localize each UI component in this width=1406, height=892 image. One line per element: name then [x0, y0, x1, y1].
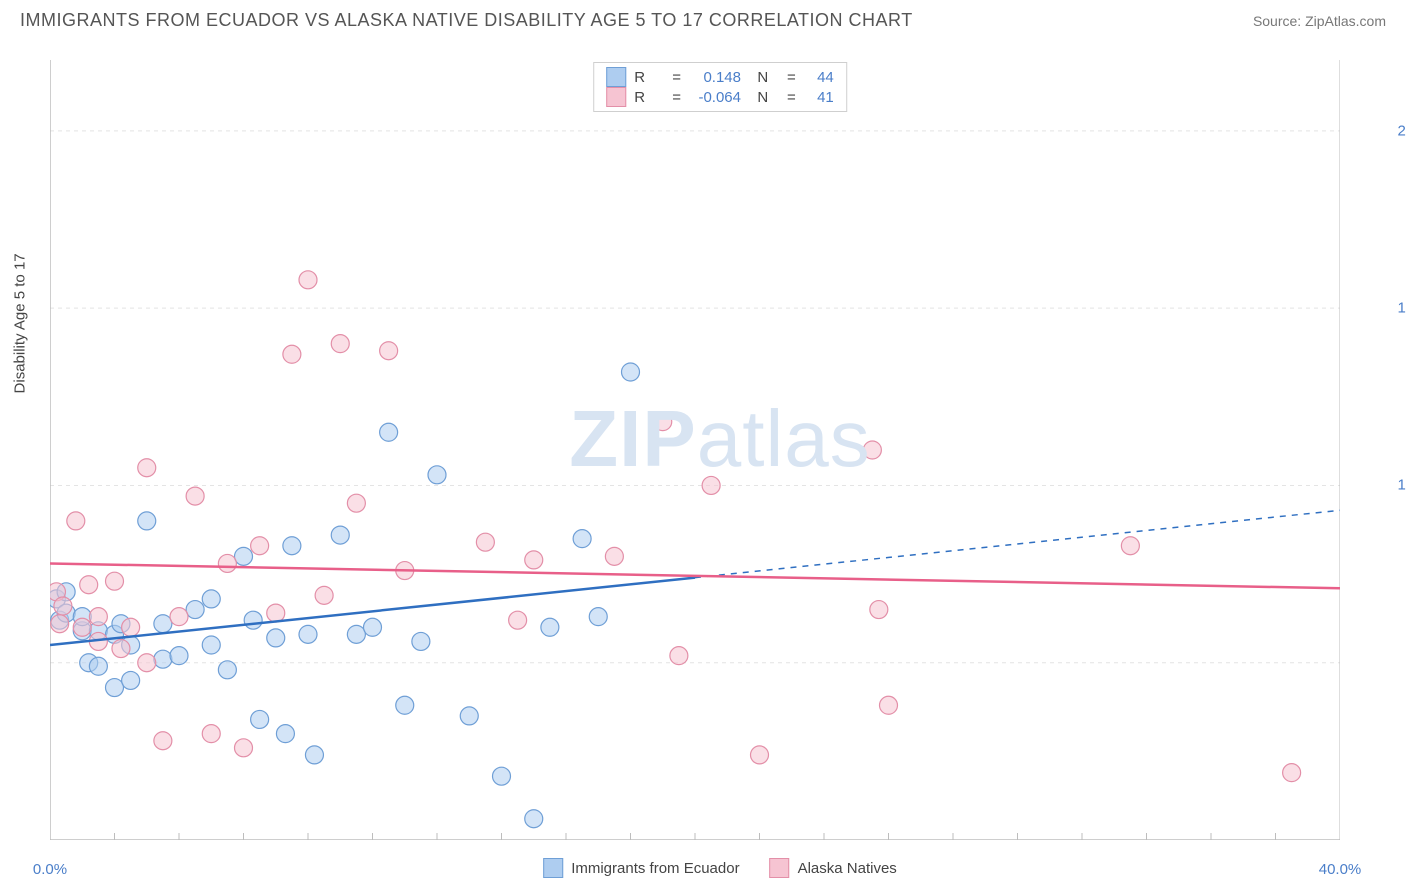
chart-area: Disability Age 5 to 17 ZIPatlas R= 0.148…	[50, 60, 1390, 850]
series-legend: Immigrants from Ecuador Alaska Natives	[543, 858, 897, 878]
x-tick-label: 40.0%	[1319, 861, 1362, 878]
r-value: 0.148	[689, 69, 741, 86]
header: IMMIGRANTS FROM ECUADOR VS ALASKA NATIVE…	[0, 0, 1406, 37]
legend-label: Immigrants from Ecuador	[571, 860, 739, 877]
y-tick-label: 10.0%	[1397, 477, 1406, 494]
legend-item: Alaska Natives	[770, 858, 897, 878]
legend-label: Alaska Natives	[798, 860, 897, 877]
scatter-plot	[50, 60, 1340, 840]
legend-swatch	[543, 858, 563, 878]
legend-swatch	[606, 87, 626, 107]
stats-legend: R= 0.148 N= 44 R= -0.064 N= 41	[593, 62, 847, 112]
legend-swatch	[606, 67, 626, 87]
legend-row: R= -0.064 N= 41	[606, 87, 834, 107]
legend-row: R= 0.148 N= 44	[606, 67, 834, 87]
r-value: -0.064	[689, 89, 741, 106]
x-tick-label: 0.0%	[33, 861, 67, 878]
legend-swatch	[770, 858, 790, 878]
y-tick-label: 20.0%	[1397, 122, 1406, 139]
y-tick-label: 15.0%	[1397, 300, 1406, 317]
y-axis-label: Disability Age 5 to 17	[12, 253, 29, 393]
n-value: 41	[804, 89, 834, 106]
legend-item: Immigrants from Ecuador	[543, 858, 739, 878]
chart-title: IMMIGRANTS FROM ECUADOR VS ALASKA NATIVE…	[20, 10, 913, 31]
n-value: 44	[804, 69, 834, 86]
source-label: Source: ZipAtlas.com	[1253, 13, 1386, 29]
